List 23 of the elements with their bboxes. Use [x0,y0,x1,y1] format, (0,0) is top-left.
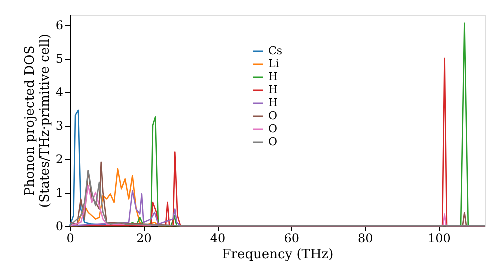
y-tick-label: 4 [56,86,64,100]
legend-label: H [268,70,278,84]
x-tick-label: 0 [66,232,74,246]
y-tick-label: 5 [56,52,64,66]
y-axis-title: Phonon projected DOS (States/THz·primitive cell) [22,34,53,208]
y-tick-label: 0 [56,220,64,234]
x-tick-label: 20 [136,232,152,246]
x-tick-label: 40 [210,232,226,246]
legend-label: H [268,96,278,110]
x-tick-label: 80 [358,232,374,246]
y-tick-label: 2 [56,152,64,167]
legend-label: Li [268,58,280,70]
x-tick-label: 100 [428,232,451,246]
x-tick-label: 60 [284,232,300,246]
legend-label: O [268,110,278,122]
y-tick-label: 1 [56,186,64,200]
legend-label: O [268,136,278,148]
legend-label: H [268,84,278,96]
legend-label: O [268,122,278,136]
legend-label: Cs [268,44,283,58]
x-axis-title: Frequency (THz) [222,248,334,262]
y-tick-label: 6 [56,18,64,33]
y-tick-label: 3 [56,119,64,134]
